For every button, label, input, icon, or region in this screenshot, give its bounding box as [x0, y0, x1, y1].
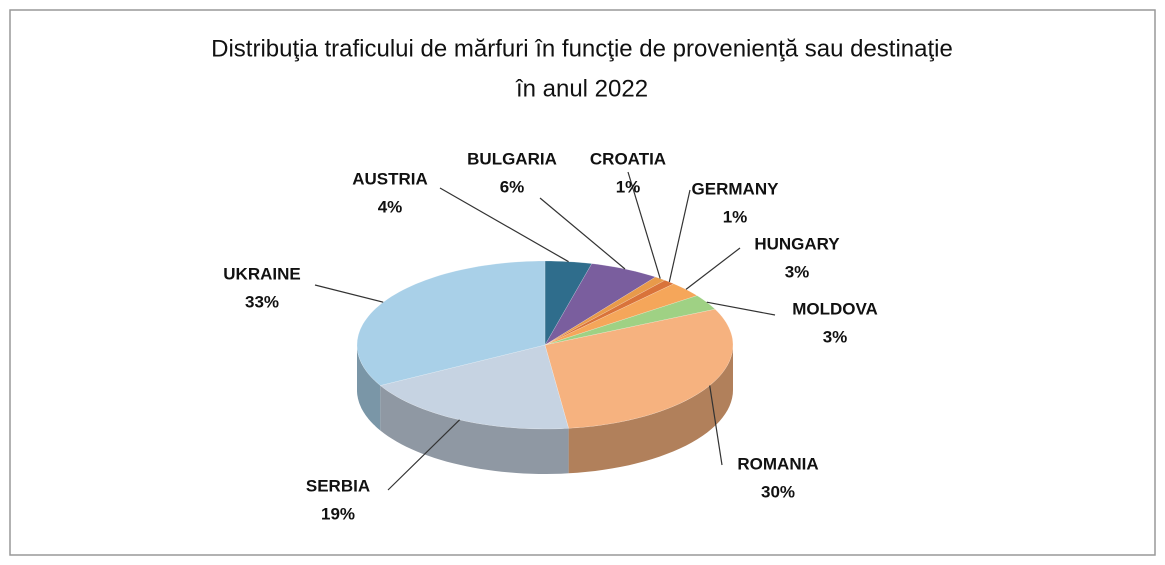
- data-label-name: CROATIA: [590, 149, 666, 168]
- leader-line: [685, 247, 741, 290]
- data-label-name: SERBIA: [306, 476, 370, 495]
- data-label-name: AUSTRIA: [352, 169, 428, 188]
- data-label-value: 1%: [616, 177, 641, 196]
- pie-side: [568, 345, 733, 474]
- data-label-name: HUNGARY: [754, 234, 840, 253]
- data-label-name: GERMANY: [692, 179, 780, 198]
- chart-title: în anul 2022: [515, 75, 648, 102]
- leader-line: [314, 284, 384, 303]
- leader-line: [387, 419, 461, 491]
- pie-slice: [544, 308, 734, 429]
- data-label-name: ROMANIA: [737, 454, 818, 473]
- leader-line: [709, 385, 723, 466]
- chart-title: Distribuţia traficului de mărfuri în fun…: [211, 35, 953, 62]
- data-label-name: BULGARIA: [467, 149, 557, 168]
- data-label-value: 33%: [245, 292, 279, 311]
- data-label-value: 6%: [500, 177, 525, 196]
- data-label-value: 19%: [321, 504, 355, 523]
- leader-line: [627, 171, 661, 279]
- leader-line: [439, 187, 569, 263]
- leader-line: [539, 197, 626, 270]
- data-label-value: 1%: [723, 207, 748, 226]
- data-label-name: MOLDOVA: [792, 299, 878, 318]
- leader-line: [706, 301, 776, 316]
- pie-slice: [356, 260, 546, 386]
- data-label-value: 30%: [761, 482, 795, 501]
- data-label-value: 3%: [823, 327, 848, 346]
- data-label-value: 4%: [378, 197, 403, 216]
- data-label-value: 3%: [785, 262, 810, 281]
- leader-line: [668, 189, 691, 283]
- data-label-name: UKRAINE: [223, 264, 300, 283]
- pie-side: [357, 345, 381, 431]
